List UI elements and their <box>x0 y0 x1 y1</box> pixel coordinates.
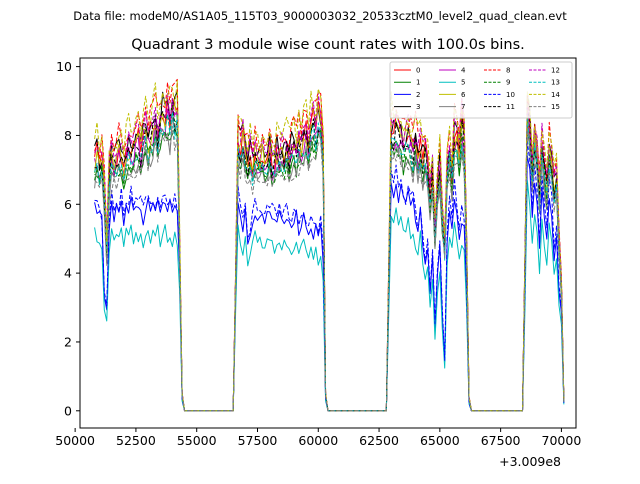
legend-label-11: 11 <box>506 103 515 111</box>
legend-box <box>389 61 573 119</box>
legend-label-15: 15 <box>551 103 560 111</box>
y-tick-label: 0 <box>64 403 72 418</box>
axes: 50000 52500 55000 57500 60000 62500 65000 67500… <box>55 57 582 448</box>
y-tick-label: 6 <box>64 197 72 212</box>
x-tick-label: 62500 <box>359 433 399 448</box>
axes-frame <box>79 57 577 429</box>
legend-label-1: 1 <box>416 79 420 87</box>
x-tick-label: 65000 <box>420 433 460 448</box>
x-tick-label: 70000 <box>542 433 582 448</box>
legend-label-13: 13 <box>551 79 560 87</box>
plot-area <box>94 78 565 412</box>
legend-label-12: 12 <box>551 67 560 75</box>
y-tick-label: 2 <box>64 334 72 349</box>
y-tick-label: 8 <box>64 128 72 143</box>
chart-title: Quadrant 3 module wise count rates with … <box>131 37 525 53</box>
x-tick-label: 50000 <box>55 433 95 448</box>
series-line-12 <box>94 91 565 412</box>
x-tick-label: 55000 <box>177 433 217 448</box>
legend-label-9: 9 <box>506 79 510 87</box>
legend-label-10: 10 <box>506 91 515 99</box>
x-tick-label: 57500 <box>238 433 278 448</box>
figure-suptitle: Data file: modeM0/AS1A05_115T03_90000030… <box>73 9 567 23</box>
legend-label-2: 2 <box>416 91 420 99</box>
y-tick-label: 10 <box>56 59 72 74</box>
legend-label-7: 7 <box>461 103 465 111</box>
legend-label-14: 14 <box>551 91 560 99</box>
legend-label-0: 0 <box>416 67 420 75</box>
series-line-13 <box>94 111 565 412</box>
y-tick-label: 4 <box>64 266 72 281</box>
series-line-14 <box>94 80 565 412</box>
x-offset-label: +3.009e8 <box>499 454 561 469</box>
series-line-15 <box>94 125 565 412</box>
legend-label-6: 6 <box>461 91 466 99</box>
legend-label-8: 8 <box>506 67 510 75</box>
x-tick-label: 52500 <box>116 433 156 448</box>
legend-label-4: 4 <box>461 67 466 75</box>
legend-label-3: 3 <box>416 103 420 111</box>
x-tick-label: 67500 <box>481 433 521 448</box>
x-tick-label: 60000 <box>298 433 338 448</box>
legend-label-5: 5 <box>461 79 465 87</box>
